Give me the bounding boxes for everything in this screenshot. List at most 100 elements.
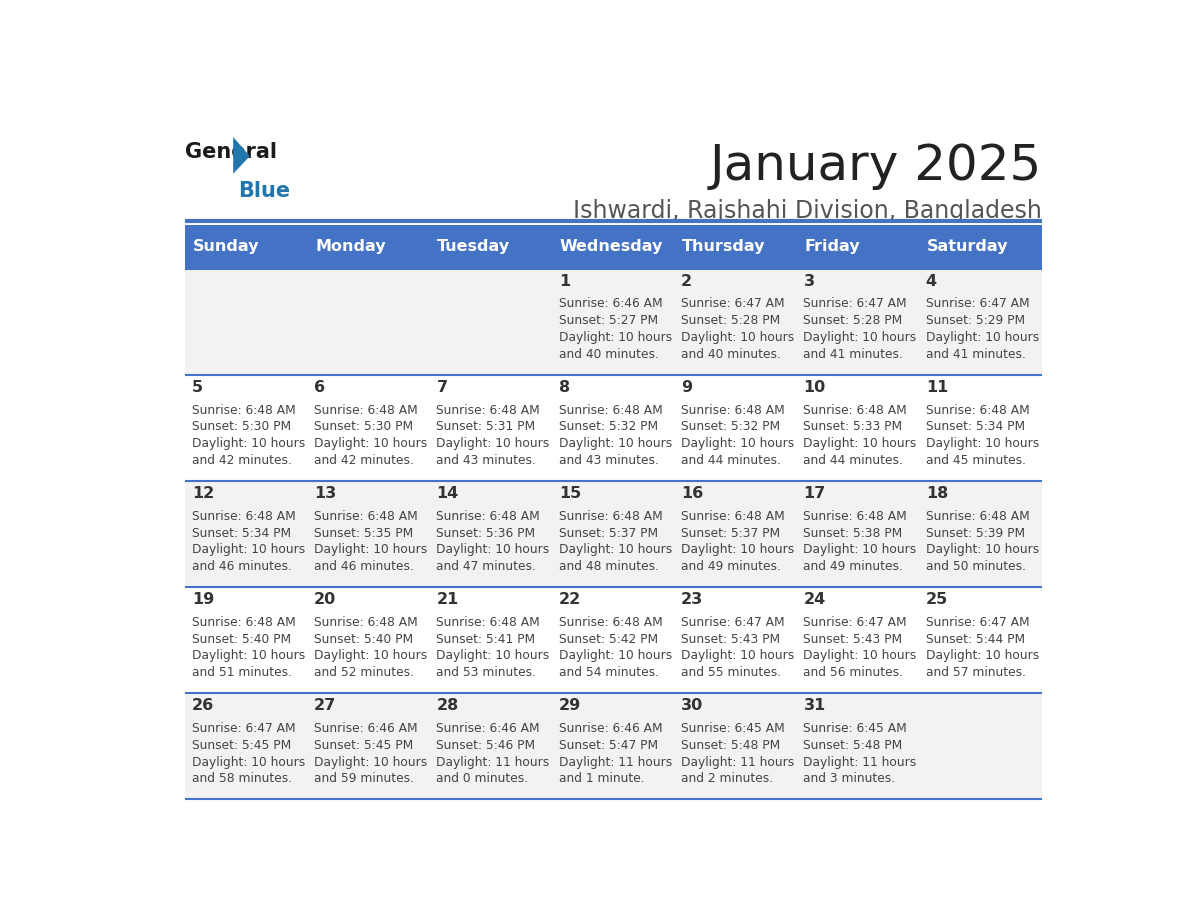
Text: Daylight: 11 hours: Daylight: 11 hours [803,756,917,768]
Text: 7: 7 [436,380,448,395]
Text: Daylight: 11 hours: Daylight: 11 hours [558,756,672,768]
Text: Sunset: 5:30 PM: Sunset: 5:30 PM [314,420,413,433]
Text: Sunset: 5:38 PM: Sunset: 5:38 PM [803,527,903,540]
Text: Daylight: 10 hours: Daylight: 10 hours [436,650,550,663]
Text: Daylight: 10 hours: Daylight: 10 hours [925,543,1040,556]
Text: Sunrise: 6:45 AM: Sunrise: 6:45 AM [803,722,908,734]
Text: Sunset: 5:44 PM: Sunset: 5:44 PM [925,633,1025,645]
Text: Sunset: 5:48 PM: Sunset: 5:48 PM [803,739,903,752]
Text: Daylight: 10 hours: Daylight: 10 hours [681,438,795,451]
Text: 5: 5 [191,380,203,395]
Text: 13: 13 [314,487,336,501]
Text: Sunset: 5:28 PM: Sunset: 5:28 PM [681,315,781,328]
Text: 26: 26 [191,699,214,713]
Text: Sunrise: 6:48 AM: Sunrise: 6:48 AM [681,404,785,417]
Text: Sunrise: 6:48 AM: Sunrise: 6:48 AM [558,616,663,629]
Text: and 55 minutes.: and 55 minutes. [681,666,782,678]
Text: 27: 27 [314,699,336,713]
Text: Sunday: Sunday [192,240,259,254]
Text: and 0 minutes.: and 0 minutes. [436,772,529,785]
Text: 18: 18 [925,487,948,501]
Bar [552,225,675,269]
Text: Sunset: 5:34 PM: Sunset: 5:34 PM [191,527,291,540]
Text: General: General [185,142,277,162]
Text: 11: 11 [925,380,948,395]
Text: 21: 21 [436,592,459,607]
Text: Sunset: 5:45 PM: Sunset: 5:45 PM [191,739,291,752]
Text: Sunrise: 6:48 AM: Sunrise: 6:48 AM [314,509,418,522]
Text: Sunrise: 6:48 AM: Sunrise: 6:48 AM [925,404,1030,417]
Text: Sunset: 5:41 PM: Sunset: 5:41 PM [436,633,536,645]
Bar [430,225,552,269]
Text: Sunset: 5:35 PM: Sunset: 5:35 PM [314,527,413,540]
Bar [675,225,797,269]
Text: Sunrise: 6:48 AM: Sunrise: 6:48 AM [681,509,785,522]
Text: and 54 minutes.: and 54 minutes. [558,666,658,678]
Text: Monday: Monday [315,240,386,254]
Bar [185,269,1042,375]
Text: Sunset: 5:28 PM: Sunset: 5:28 PM [803,315,903,328]
Text: and 56 minutes.: and 56 minutes. [803,666,903,678]
Text: and 48 minutes.: and 48 minutes. [558,560,658,573]
Text: Sunrise: 6:46 AM: Sunrise: 6:46 AM [436,722,541,734]
Text: Sunrise: 6:48 AM: Sunrise: 6:48 AM [436,616,541,629]
Text: Sunrise: 6:48 AM: Sunrise: 6:48 AM [191,616,296,629]
Text: Sunset: 5:37 PM: Sunset: 5:37 PM [558,527,658,540]
Bar [185,481,1042,588]
Text: Daylight: 10 hours: Daylight: 10 hours [314,438,428,451]
Bar [185,693,1042,800]
Text: Sunset: 5:40 PM: Sunset: 5:40 PM [191,633,291,645]
Text: and 47 minutes.: and 47 minutes. [436,560,536,573]
Polygon shape [233,137,249,174]
Text: Daylight: 10 hours: Daylight: 10 hours [803,438,917,451]
Text: and 41 minutes.: and 41 minutes. [925,348,1025,361]
Text: and 44 minutes.: and 44 minutes. [803,453,903,466]
Text: Sunset: 5:32 PM: Sunset: 5:32 PM [558,420,658,433]
Text: Daylight: 10 hours: Daylight: 10 hours [314,650,428,663]
Text: Daylight: 10 hours: Daylight: 10 hours [191,756,305,768]
Text: 15: 15 [558,487,581,501]
Bar [797,225,920,269]
Text: Sunrise: 6:48 AM: Sunrise: 6:48 AM [558,509,663,522]
Text: January 2025: January 2025 [709,142,1042,190]
Text: Sunrise: 6:47 AM: Sunrise: 6:47 AM [925,616,1029,629]
Text: and 43 minutes.: and 43 minutes. [558,453,658,466]
Text: Daylight: 10 hours: Daylight: 10 hours [191,543,305,556]
Text: 4: 4 [925,274,937,289]
Text: Daylight: 10 hours: Daylight: 10 hours [925,438,1040,451]
Text: 22: 22 [558,592,581,607]
Text: Sunset: 5:46 PM: Sunset: 5:46 PM [436,739,536,752]
Text: Sunrise: 6:48 AM: Sunrise: 6:48 AM [925,509,1030,522]
Text: Daylight: 10 hours: Daylight: 10 hours [314,543,428,556]
Text: Sunrise: 6:47 AM: Sunrise: 6:47 AM [681,297,785,310]
Text: 3: 3 [803,274,815,289]
Text: Daylight: 11 hours: Daylight: 11 hours [681,756,795,768]
Text: and 46 minutes.: and 46 minutes. [191,560,291,573]
Text: Daylight: 10 hours: Daylight: 10 hours [925,650,1040,663]
Text: Daylight: 10 hours: Daylight: 10 hours [681,331,795,344]
Text: 29: 29 [558,699,581,713]
Text: Sunrise: 6:48 AM: Sunrise: 6:48 AM [436,404,541,417]
Text: 6: 6 [314,380,326,395]
Text: 28: 28 [436,699,459,713]
Bar [185,225,308,269]
Text: Sunrise: 6:46 AM: Sunrise: 6:46 AM [558,297,663,310]
Text: Daylight: 10 hours: Daylight: 10 hours [191,438,305,451]
Bar [185,375,1042,481]
Text: Tuesday: Tuesday [437,240,511,254]
Text: and 42 minutes.: and 42 minutes. [314,453,413,466]
Text: and 43 minutes.: and 43 minutes. [436,453,536,466]
Text: and 2 minutes.: and 2 minutes. [681,772,773,785]
Text: Daylight: 10 hours: Daylight: 10 hours [191,650,305,663]
Text: Sunset: 5:27 PM: Sunset: 5:27 PM [558,315,658,328]
Text: Sunset: 5:30 PM: Sunset: 5:30 PM [191,420,291,433]
Text: 9: 9 [681,380,693,395]
Text: Sunrise: 6:48 AM: Sunrise: 6:48 AM [558,404,663,417]
Text: Sunrise: 6:45 AM: Sunrise: 6:45 AM [681,722,785,734]
Text: Daylight: 10 hours: Daylight: 10 hours [803,331,917,344]
Text: Sunset: 5:31 PM: Sunset: 5:31 PM [436,420,536,433]
Text: and 51 minutes.: and 51 minutes. [191,666,292,678]
Text: and 3 minutes.: and 3 minutes. [803,772,896,785]
Text: Sunrise: 6:48 AM: Sunrise: 6:48 AM [436,509,541,522]
Text: Daylight: 10 hours: Daylight: 10 hours [314,756,428,768]
